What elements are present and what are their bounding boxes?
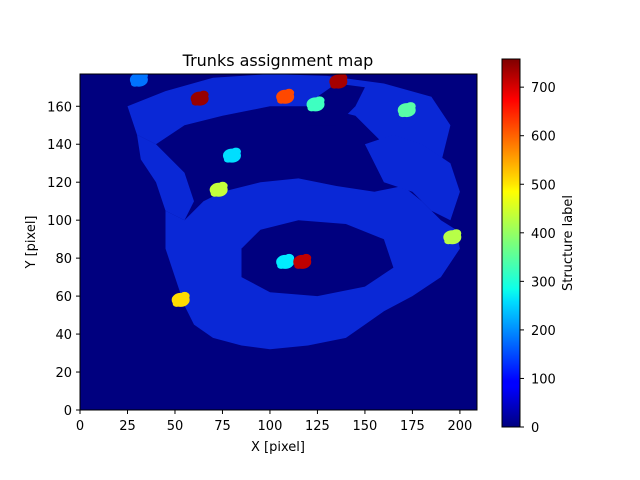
structure-blob [190, 90, 209, 106]
y-tick-label: 140 [47, 138, 72, 153]
x-tick-label: 125 [305, 419, 330, 434]
structure-blob [276, 253, 295, 269]
structure-region-part [137, 134, 194, 221]
colorbar-label: Structure label [561, 195, 576, 291]
structure-blob [222, 147, 241, 163]
structure-blob [293, 253, 312, 269]
structure-blob [329, 74, 348, 89]
x-tick-label: 75 [214, 419, 231, 434]
region-gap [307, 83, 365, 126]
x-tick-label: 50 [167, 419, 184, 434]
x-tick-label: 150 [353, 419, 378, 434]
colorbar-tick-label: 500 [531, 178, 556, 193]
structure-region-part [364, 134, 460, 221]
plot-frame [79, 73, 478, 411]
y-tick-label: 80 [55, 252, 72, 267]
y-tick-label: 0 [64, 404, 72, 419]
colorbar-tick-label: 600 [531, 130, 556, 145]
x-axis-label: X [pixel] [251, 440, 305, 455]
structure-region-part [127, 74, 451, 183]
colorbar [501, 58, 521, 428]
structure-blob [397, 102, 416, 118]
structure-region [127, 74, 460, 350]
colorbar-tick-label: 0 [531, 421, 539, 436]
colorbar-tick-label: 100 [531, 372, 556, 387]
y-tick-label: 40 [55, 328, 72, 343]
chart-title: Trunks assignment map [182, 51, 374, 70]
x-tick-label: 25 [119, 419, 136, 434]
colorbar-tick-label: 700 [531, 81, 556, 96]
structure-blob [443, 229, 462, 245]
colorbar-tick-label: 300 [531, 275, 556, 290]
y-tick-label: 160 [47, 100, 72, 115]
x-tick-label: 200 [447, 419, 472, 434]
x-tick-label: 0 [76, 419, 84, 434]
region-gap [241, 220, 394, 297]
plot-area [80, 74, 477, 410]
y-tick-label: 100 [47, 214, 72, 229]
structure-blob [306, 96, 325, 112]
y-tick-label: 20 [55, 366, 72, 381]
x-tick-label: 175 [400, 419, 425, 434]
structure-blob [129, 74, 148, 87]
structure-blob [209, 181, 228, 197]
y-tick-label: 60 [55, 290, 72, 305]
x-tick-label: 100 [258, 419, 283, 434]
y-tick-label: 120 [47, 176, 72, 191]
structure-blob [171, 291, 190, 307]
y-axis-label: Y [pixel] [24, 216, 39, 270]
colorbar-tick-label: 400 [531, 227, 556, 242]
colorbar-tick-label: 200 [531, 324, 556, 339]
structure-blob [276, 88, 295, 104]
